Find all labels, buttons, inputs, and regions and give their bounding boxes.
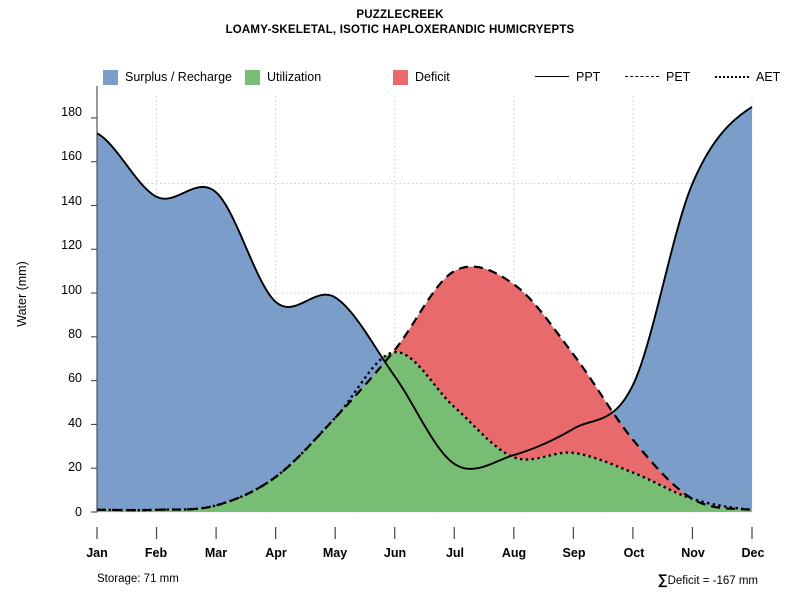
y-tick-160: 160 (61, 149, 82, 163)
utilization-area (97, 352, 752, 512)
ppt-line (96, 106, 753, 470)
x-tick-aug: Aug (501, 546, 527, 560)
legend-item-aet: AET (715, 68, 780, 86)
deficit-annotation-text: Deficit = -167 mm (667, 575, 758, 587)
x-tick-jun: Jun (383, 546, 407, 560)
legend-item-ppt: PPT (535, 68, 600, 86)
sigma-icon: ∑ (657, 571, 668, 587)
utilization-color-swatch (245, 69, 260, 85)
solid-line-icon (535, 70, 569, 84)
legend-label-ppt: PPT (576, 70, 601, 84)
y-axis-tick-labels: 0 20 40 60 80 100 120 140 160 180 (42, 0, 82, 600)
chart-title-line1: PUZZLECREEK (356, 9, 444, 21)
legend-label-pet: PET (666, 70, 691, 84)
chart-legend: Surplus / Recharge Utilization Deficit P… (97, 68, 780, 88)
x-tick-dec: Dec (741, 546, 765, 560)
x-tick-nov: Nov (681, 546, 705, 560)
deficit-color-swatch (393, 69, 408, 85)
x-tick-may: May (322, 546, 348, 560)
chart-title-line2: LOAMY-SKELETAL, ISOTIC HAPLOXERANDIC HUM… (225, 24, 575, 36)
legend-item-utilization: Utilization (245, 68, 321, 86)
x-tick-oct: Oct (623, 546, 645, 560)
y-tick-140: 140 (61, 194, 82, 208)
storage-annotation: Storage: 71 mm (97, 573, 179, 585)
y-tick-40: 40 (68, 416, 82, 430)
surplus-recharge-color-swatch (103, 69, 118, 85)
y-tick-60: 60 (68, 371, 82, 385)
x-tick-jan: Jan (86, 546, 108, 560)
chart-title: PUZZLECREEK LOAMY-SKELETAL, ISOTIC HAPLO… (0, 8, 800, 38)
x-tick-apr: Apr (265, 546, 287, 560)
y-tick-180: 180 (61, 105, 82, 119)
x-tick-sep: Sep (562, 546, 586, 560)
dotted-line-icon (715, 70, 749, 84)
x-tick-mar: Mar (204, 546, 228, 560)
y-tick-20: 20 (68, 460, 82, 474)
deficit-area (393, 266, 691, 499)
surplus-recharge-area (97, 133, 385, 511)
legend-item-pet: PET (625, 68, 690, 86)
aet-line (97, 350, 753, 512)
y-tick-80: 80 (68, 327, 82, 341)
deficit-annotation: ∑Deficit = -167 mm (658, 571, 758, 587)
dashed-line-icon (625, 70, 659, 84)
legend-label-aet: AET (756, 70, 781, 84)
x-tick-jul: Jul (445, 546, 465, 560)
y-tick-0: 0 (75, 505, 82, 519)
legend-label-surplus-recharge: Surplus / Recharge (125, 70, 233, 84)
pet-line (97, 265, 753, 512)
x-tick-feb: Feb (144, 546, 168, 560)
legend-label-deficit: Deficit (415, 70, 450, 84)
surplus-recharge-area (613, 106, 752, 510)
y-tick-120: 120 (61, 238, 82, 252)
legend-label-utilization: Utilization (267, 70, 322, 84)
legend-item-deficit: Deficit (393, 68, 450, 86)
legend-item-surplus-recharge: Surplus / Recharge (103, 68, 232, 86)
axis-spines (91, 86, 753, 539)
y-tick-100: 100 (61, 283, 82, 297)
